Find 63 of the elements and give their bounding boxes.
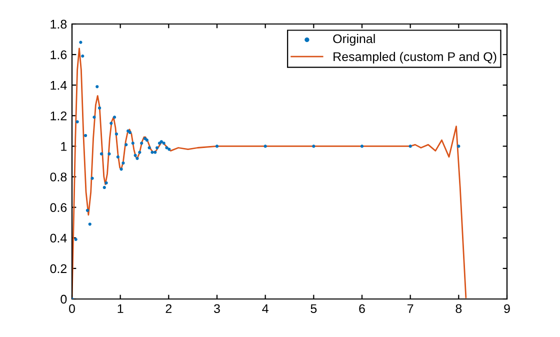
x-tick-label: 3: [214, 304, 220, 314]
point: [312, 144, 316, 148]
point: [168, 148, 171, 151]
point: [110, 122, 113, 125]
y-tick-label: 1.6: [50, 50, 67, 60]
point: [457, 144, 460, 148]
point: [74, 238, 78, 241]
x-tick-label: 6: [359, 304, 365, 314]
y-tick-label: 1: [61, 142, 67, 151]
point: [116, 155, 120, 158]
x-tick-label: 0: [69, 304, 75, 314]
point: [264, 144, 267, 148]
point: [134, 154, 137, 157]
x-tick-label: 5: [310, 304, 317, 314]
point: [122, 161, 125, 165]
point: [131, 142, 134, 145]
y-tick-label: 0.2: [50, 264, 67, 274]
legend-label: Original: [333, 34, 375, 46]
x-tick-label: 7: [408, 304, 414, 313]
legend-label: Resampled (custom P and Q): [334, 52, 496, 64]
point: [96, 85, 99, 88]
point: [124, 143, 128, 146]
point: [86, 208, 90, 212]
point: [88, 222, 92, 226]
point: [92, 116, 96, 119]
point: [408, 144, 412, 148]
point: [215, 144, 219, 148]
point: [140, 142, 144, 145]
x-tick-label: 4: [262, 304, 268, 313]
point: [150, 150, 154, 154]
point: [102, 186, 106, 190]
point: [100, 152, 104, 156]
x-tick-label: 1: [118, 304, 124, 313]
y-tick-label: 1.2: [50, 111, 67, 120]
point: [79, 40, 82, 44]
x-tick-label: 9: [504, 304, 510, 314]
y-tick-label: 1.8: [50, 20, 67, 29]
point: [104, 181, 108, 184]
y-tick-label: 1.4: [50, 81, 67, 90]
x-tick-label: 2: [166, 304, 172, 313]
y-tick-label: 0.6: [50, 203, 67, 212]
y-tick-label: 0.4: [50, 234, 67, 243]
point: [76, 120, 79, 124]
point: [98, 106, 102, 110]
point: [84, 134, 88, 138]
point: [154, 150, 157, 154]
point: [138, 150, 142, 154]
point: [165, 146, 168, 150]
point: [108, 152, 111, 156]
point: [148, 146, 151, 150]
point: [156, 146, 159, 150]
point: [81, 54, 84, 58]
point: [90, 176, 94, 180]
point: [145, 138, 148, 142]
y-tick-label: 0.8: [50, 172, 67, 182]
point: [120, 168, 123, 171]
point: [112, 116, 116, 119]
point: [162, 142, 166, 145]
x-tick-label: 8: [456, 304, 462, 314]
point: [360, 144, 364, 148]
y-tick-label: 0: [60, 294, 67, 304]
point: [114, 132, 118, 136]
point: [136, 156, 139, 160]
